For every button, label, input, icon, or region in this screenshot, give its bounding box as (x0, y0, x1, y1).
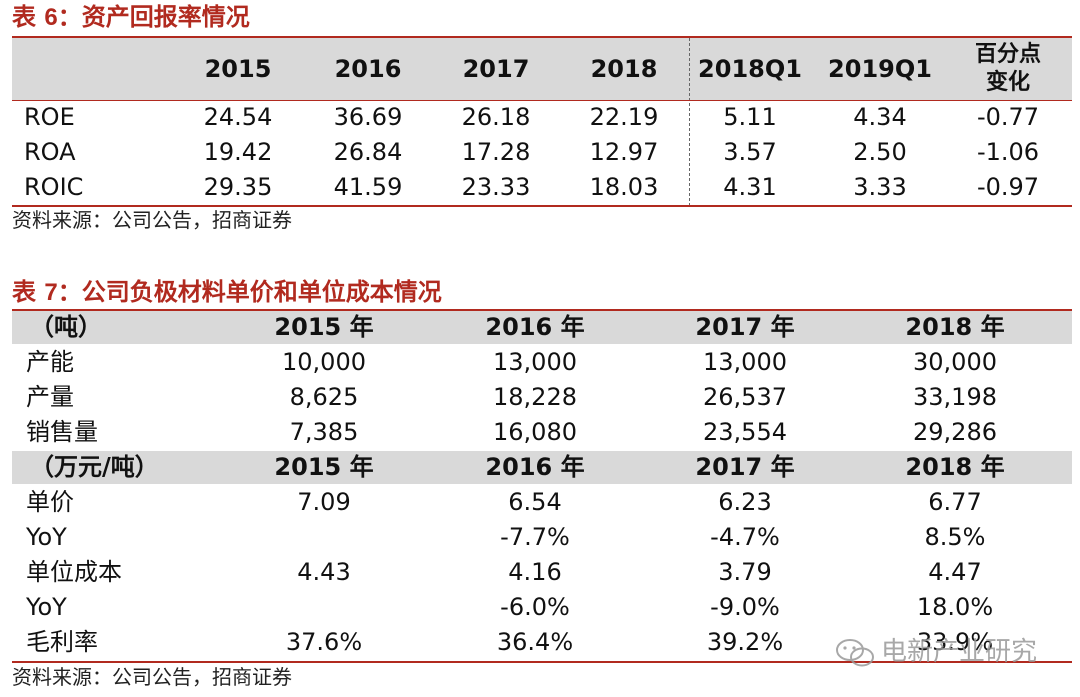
t7-cell: 39.2% (706, 628, 784, 656)
t7-row-label: 单位成本 (26, 558, 122, 586)
t7-year: 2015 年 (274, 453, 374, 481)
t7-cell: 30,000 (913, 348, 997, 376)
t7-row-label: 单价 (26, 488, 74, 516)
t7-row-label: YoY (26, 523, 67, 551)
watermark: 电新产业研究 (835, 631, 1037, 668)
t6-col-2015: 2015 (204, 55, 272, 83)
t7-year: 2017 年 (695, 313, 795, 341)
t6-cell: 41.59 (333, 173, 403, 201)
t6-cell: -0.97 (976, 173, 1040, 201)
t6-cell: 26.18 (461, 103, 531, 131)
t7-cell: 37.6% (285, 628, 363, 656)
t7-cell: 33.9% (916, 628, 994, 656)
t6-cell: 18.03 (589, 173, 659, 201)
t7-cell: 7,385 (289, 418, 359, 446)
t6-cell: -1.06 (976, 138, 1040, 166)
t7-year: 2016 年 (485, 453, 585, 481)
t6-cell: 12.97 (589, 138, 659, 166)
t7-cell: 4.43 (297, 558, 351, 586)
t7-cell: 16,080 (493, 418, 577, 446)
t6-row-label: ROA (24, 138, 76, 166)
t7-cell: 13,000 (703, 348, 787, 376)
t6-col-change: 百分点 变化 (974, 41, 1042, 95)
t7-cell: 33,198 (913, 383, 997, 411)
t7-unit-tons: （吨） (30, 312, 102, 341)
table7-header1-bg (12, 311, 1072, 344)
t7-cell: 18.0% (916, 593, 994, 621)
t6-cell: 29.35 (203, 173, 273, 201)
t7-cell: 6.23 (718, 488, 772, 516)
t7-row-label: 产量 (26, 383, 74, 411)
t7-cell: -7.7% (500, 523, 570, 551)
t6-row-label: ROE (24, 103, 75, 131)
t6-cell: 19.42 (203, 138, 273, 166)
t7-year: 2017 年 (695, 453, 795, 481)
t7-row-label: 毛利率 (26, 628, 98, 656)
t6-col-2019q1: 2019Q1 (828, 55, 932, 83)
t7-unit-price: （万元/吨） (30, 452, 159, 481)
t6-col-2018: 2018 (590, 55, 658, 83)
table6-bottom-rule (12, 205, 1072, 207)
t7-cell: -4.7% (710, 523, 780, 551)
t6-cell: 3.33 (853, 173, 907, 201)
t7-cell: 26,537 (703, 383, 787, 411)
table6-title: 表 6：资产回报率情况 (12, 2, 250, 32)
table6-header-rule (12, 100, 1072, 101)
t6-cell: 23.33 (461, 173, 531, 201)
t7-cell: 6.77 (928, 488, 982, 516)
table6-source: 资料来源：公司公告，招商证券 (12, 208, 292, 232)
t6-cell: -0.77 (976, 103, 1040, 131)
t6-cell: 4.31 (723, 173, 777, 201)
table6-top-rule (12, 36, 1072, 38)
t7-cell: 8.5% (924, 523, 986, 551)
t7-cell: 36.4% (496, 628, 574, 656)
t7-cell: 10,000 (282, 348, 366, 376)
t7-cell: -6.0% (500, 593, 570, 621)
table7-source: 资料来源：公司公告，招商证券 (12, 665, 292, 689)
t6-cell: 4.34 (853, 103, 907, 131)
t6-col-2017: 2017 (462, 55, 530, 83)
t7-cell: 29,286 (913, 418, 997, 446)
t7-year: 2016 年 (485, 313, 585, 341)
t7-cell: 13,000 (493, 348, 577, 376)
table6-divider (689, 38, 690, 206)
table7-header2-bg (12, 451, 1072, 484)
t7-row-label: 销售量 (26, 418, 98, 446)
table7-top-rule (12, 309, 1072, 311)
t7-cell: 3.79 (718, 558, 772, 586)
table7-bottom-rule (12, 661, 1072, 663)
t6-cell: 2.50 (853, 138, 907, 166)
t7-row-label: YoY (26, 593, 67, 621)
t7-cell: 7.09 (297, 488, 351, 516)
t6-row-label: ROIC (24, 173, 84, 201)
t7-cell: 6.54 (508, 488, 562, 516)
t7-cell: 4.16 (508, 558, 562, 586)
t6-cell: 26.84 (333, 138, 403, 166)
t6-cell: 36.69 (333, 103, 403, 131)
t6-cell: 3.57 (723, 138, 777, 166)
t7-cell: 18,228 (493, 383, 577, 411)
t7-cell: 4.47 (928, 558, 982, 586)
t7-row-label: 产能 (26, 348, 74, 376)
t7-year: 2018 年 (905, 453, 1005, 481)
t6-cell: 22.19 (589, 103, 659, 131)
table7-title: 表 7：公司负极材料单价和单位成本情况 (12, 277, 442, 307)
t6-cell: 17.28 (461, 138, 531, 166)
t7-year: 2015 年 (274, 313, 374, 341)
t6-col-2018q1: 2018Q1 (698, 55, 802, 83)
t7-cell: -9.0% (710, 593, 780, 621)
wechat-icon (836, 638, 874, 666)
t6-col-2016: 2016 (334, 55, 402, 83)
t7-cell: 8,625 (289, 383, 359, 411)
t6-cell: 5.11 (723, 103, 777, 131)
t7-year: 2018 年 (905, 313, 1005, 341)
table6-header-bg (12, 38, 1072, 100)
t6-cell: 24.54 (203, 103, 273, 131)
t7-cell: 23,554 (703, 418, 787, 446)
